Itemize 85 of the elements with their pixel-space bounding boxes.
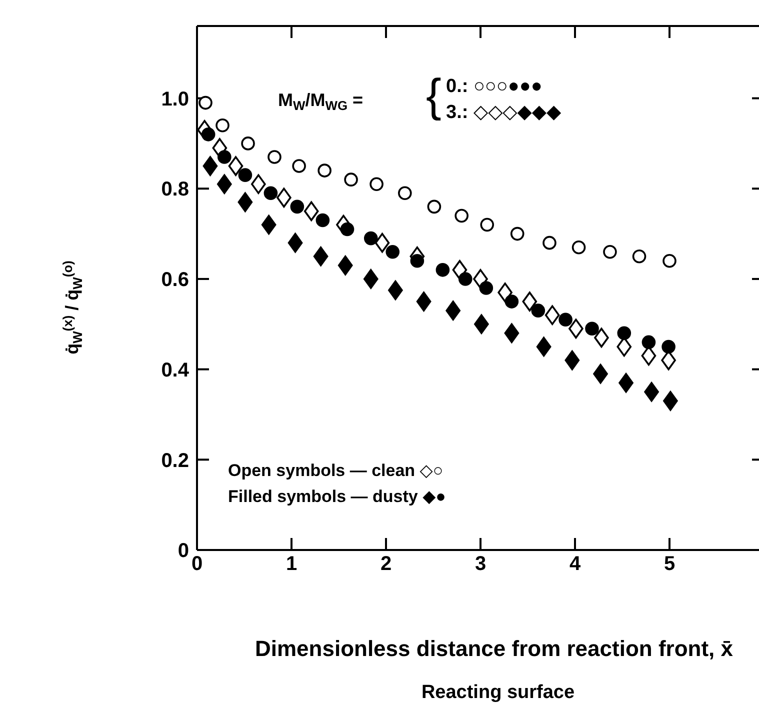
point: [544, 305, 560, 326]
point: [251, 174, 266, 194]
point: [662, 340, 676, 354]
point: [238, 192, 253, 212]
point: [542, 236, 556, 250]
point: [228, 156, 244, 176]
point: [363, 269, 378, 289]
point: [313, 246, 328, 266]
point: [617, 326, 632, 340]
x-tick-label: 5: [664, 553, 676, 576]
point: [436, 263, 450, 277]
y-tick-label: 0.4: [161, 359, 190, 382]
point: [504, 294, 519, 308]
point: [564, 350, 580, 370]
annotation: M$_{W}$/M$_{WG}$ =: [278, 90, 364, 113]
y-tick-label: 1.0: [161, 88, 189, 110]
point: [288, 232, 303, 253]
x-tick-label: 3: [474, 553, 486, 576]
point: [504, 323, 520, 344]
point: [202, 156, 218, 176]
point: [304, 201, 319, 222]
point: [568, 318, 584, 339]
point: [642, 335, 656, 350]
annotation: Open symbols — clean ◇○: [228, 461, 444, 480]
point: [290, 200, 304, 214]
point: [446, 300, 460, 320]
point: [398, 186, 412, 200]
point: [276, 188, 292, 208]
point: [416, 292, 432, 312]
point: [593, 364, 608, 384]
point: [644, 382, 659, 402]
point: [474, 314, 489, 334]
point: [531, 304, 546, 318]
point: [364, 231, 378, 246]
point: [201, 128, 216, 142]
point: [522, 292, 538, 312]
point: [480, 218, 494, 232]
point: [374, 232, 390, 253]
point: [632, 249, 646, 264]
annotation: 3.: ◇◇◇◆◆◆: [446, 102, 562, 123]
point: [536, 336, 552, 357]
point: [386, 244, 400, 259]
x-axis-title: Dimensionless distance from reaction front, x̄: [254, 636, 734, 661]
point: [238, 168, 252, 182]
annotation: 0.: ○○○●●●: [446, 76, 542, 97]
point: [618, 372, 634, 393]
point: [479, 281, 494, 295]
point: [370, 177, 384, 192]
point: [454, 208, 468, 223]
point: [261, 214, 276, 235]
point: [427, 200, 442, 214]
x-tick-label: 1: [286, 553, 298, 576]
x-tick-label: 4: [569, 553, 582, 576]
point: [340, 222, 354, 236]
point: [663, 391, 678, 411]
point: [268, 150, 282, 164]
point: [410, 254, 424, 268]
point: [510, 226, 524, 241]
point: [218, 150, 232, 164]
point: [316, 213, 330, 228]
y-tick-label: 0.8: [161, 178, 189, 201]
point: [217, 174, 232, 194]
point: [662, 254, 676, 268]
point: [198, 96, 212, 110]
annotation: Filled symbols — dusty ◆●: [228, 487, 446, 506]
point: [603, 244, 617, 259]
point: [338, 256, 353, 276]
point: [558, 312, 572, 327]
point: [241, 136, 255, 150]
point: [318, 164, 332, 178]
point: [216, 118, 230, 132]
point: [292, 159, 306, 173]
point: [585, 322, 599, 336]
annotation: {: [426, 69, 442, 121]
x-tick-label: 2: [380, 553, 392, 576]
point: [498, 282, 512, 302]
point: [344, 172, 358, 186]
point: [264, 186, 278, 200]
y-tick-label: 0.6: [161, 269, 189, 292]
point: [458, 272, 472, 286]
point: [594, 328, 609, 348]
point: [572, 240, 586, 254]
y-tick-label: 0.2: [161, 450, 189, 472]
text: Reacting surface: [421, 682, 575, 703]
point: [388, 280, 403, 300]
